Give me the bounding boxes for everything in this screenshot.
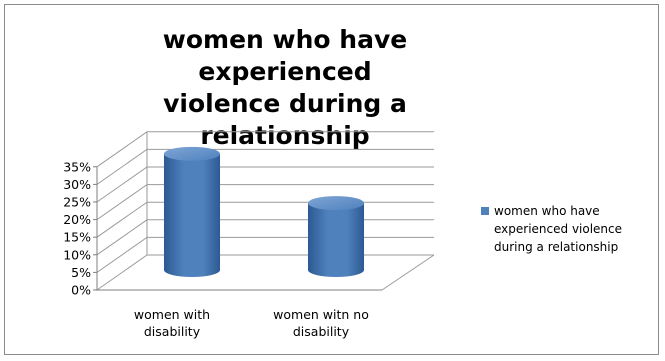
category-label: disability <box>293 324 350 339</box>
y-tick-label: 0% <box>71 283 91 298</box>
y-tick-label: 5% <box>71 265 91 280</box>
chart-title: women who have experienced violence duri… <box>95 24 475 152</box>
legend: women who have experienced violence duri… <box>481 202 649 256</box>
floor-edge <box>381 254 435 291</box>
chart-title-line-2: violence during a relationship <box>163 89 407 150</box>
bar-top <box>308 196 364 211</box>
y-tick-label: 20% <box>63 212 91 227</box>
legend-label-line-3: during a relationship <box>494 240 619 254</box>
gridline <box>96 254 434 291</box>
legend-swatch <box>481 207 489 215</box>
y-tick-label: 15% <box>63 230 91 245</box>
chart-title-line-1: women who have experienced <box>162 25 408 86</box>
legend-label-line-1: women who have <box>494 204 600 218</box>
y-tick-label: 35% <box>63 159 91 174</box>
chart-frame <box>4 4 659 355</box>
y-tick-label: 30% <box>63 177 91 192</box>
category-label: disability <box>144 324 201 339</box>
bar-top <box>164 146 220 161</box>
category-labels-layer: women with disability women witn no disabil… <box>134 307 369 339</box>
grid-layer <box>93 131 435 291</box>
y-tick-label: 10% <box>63 247 91 262</box>
category-label: women with <box>134 307 210 322</box>
tick-labels-layer: 0% 5% 10% 15% 20% 25% 30% 35% <box>63 159 91 297</box>
bars-layer <box>164 146 364 277</box>
category-label: women witn no <box>273 307 369 322</box>
bar-1 <box>164 146 220 277</box>
legend-label-line-2: experienced violence <box>494 222 623 236</box>
bar-2 <box>308 196 364 277</box>
bar-body <box>164 153 220 277</box>
y-tick-label: 25% <box>63 195 91 210</box>
bar-body <box>308 203 364 277</box>
